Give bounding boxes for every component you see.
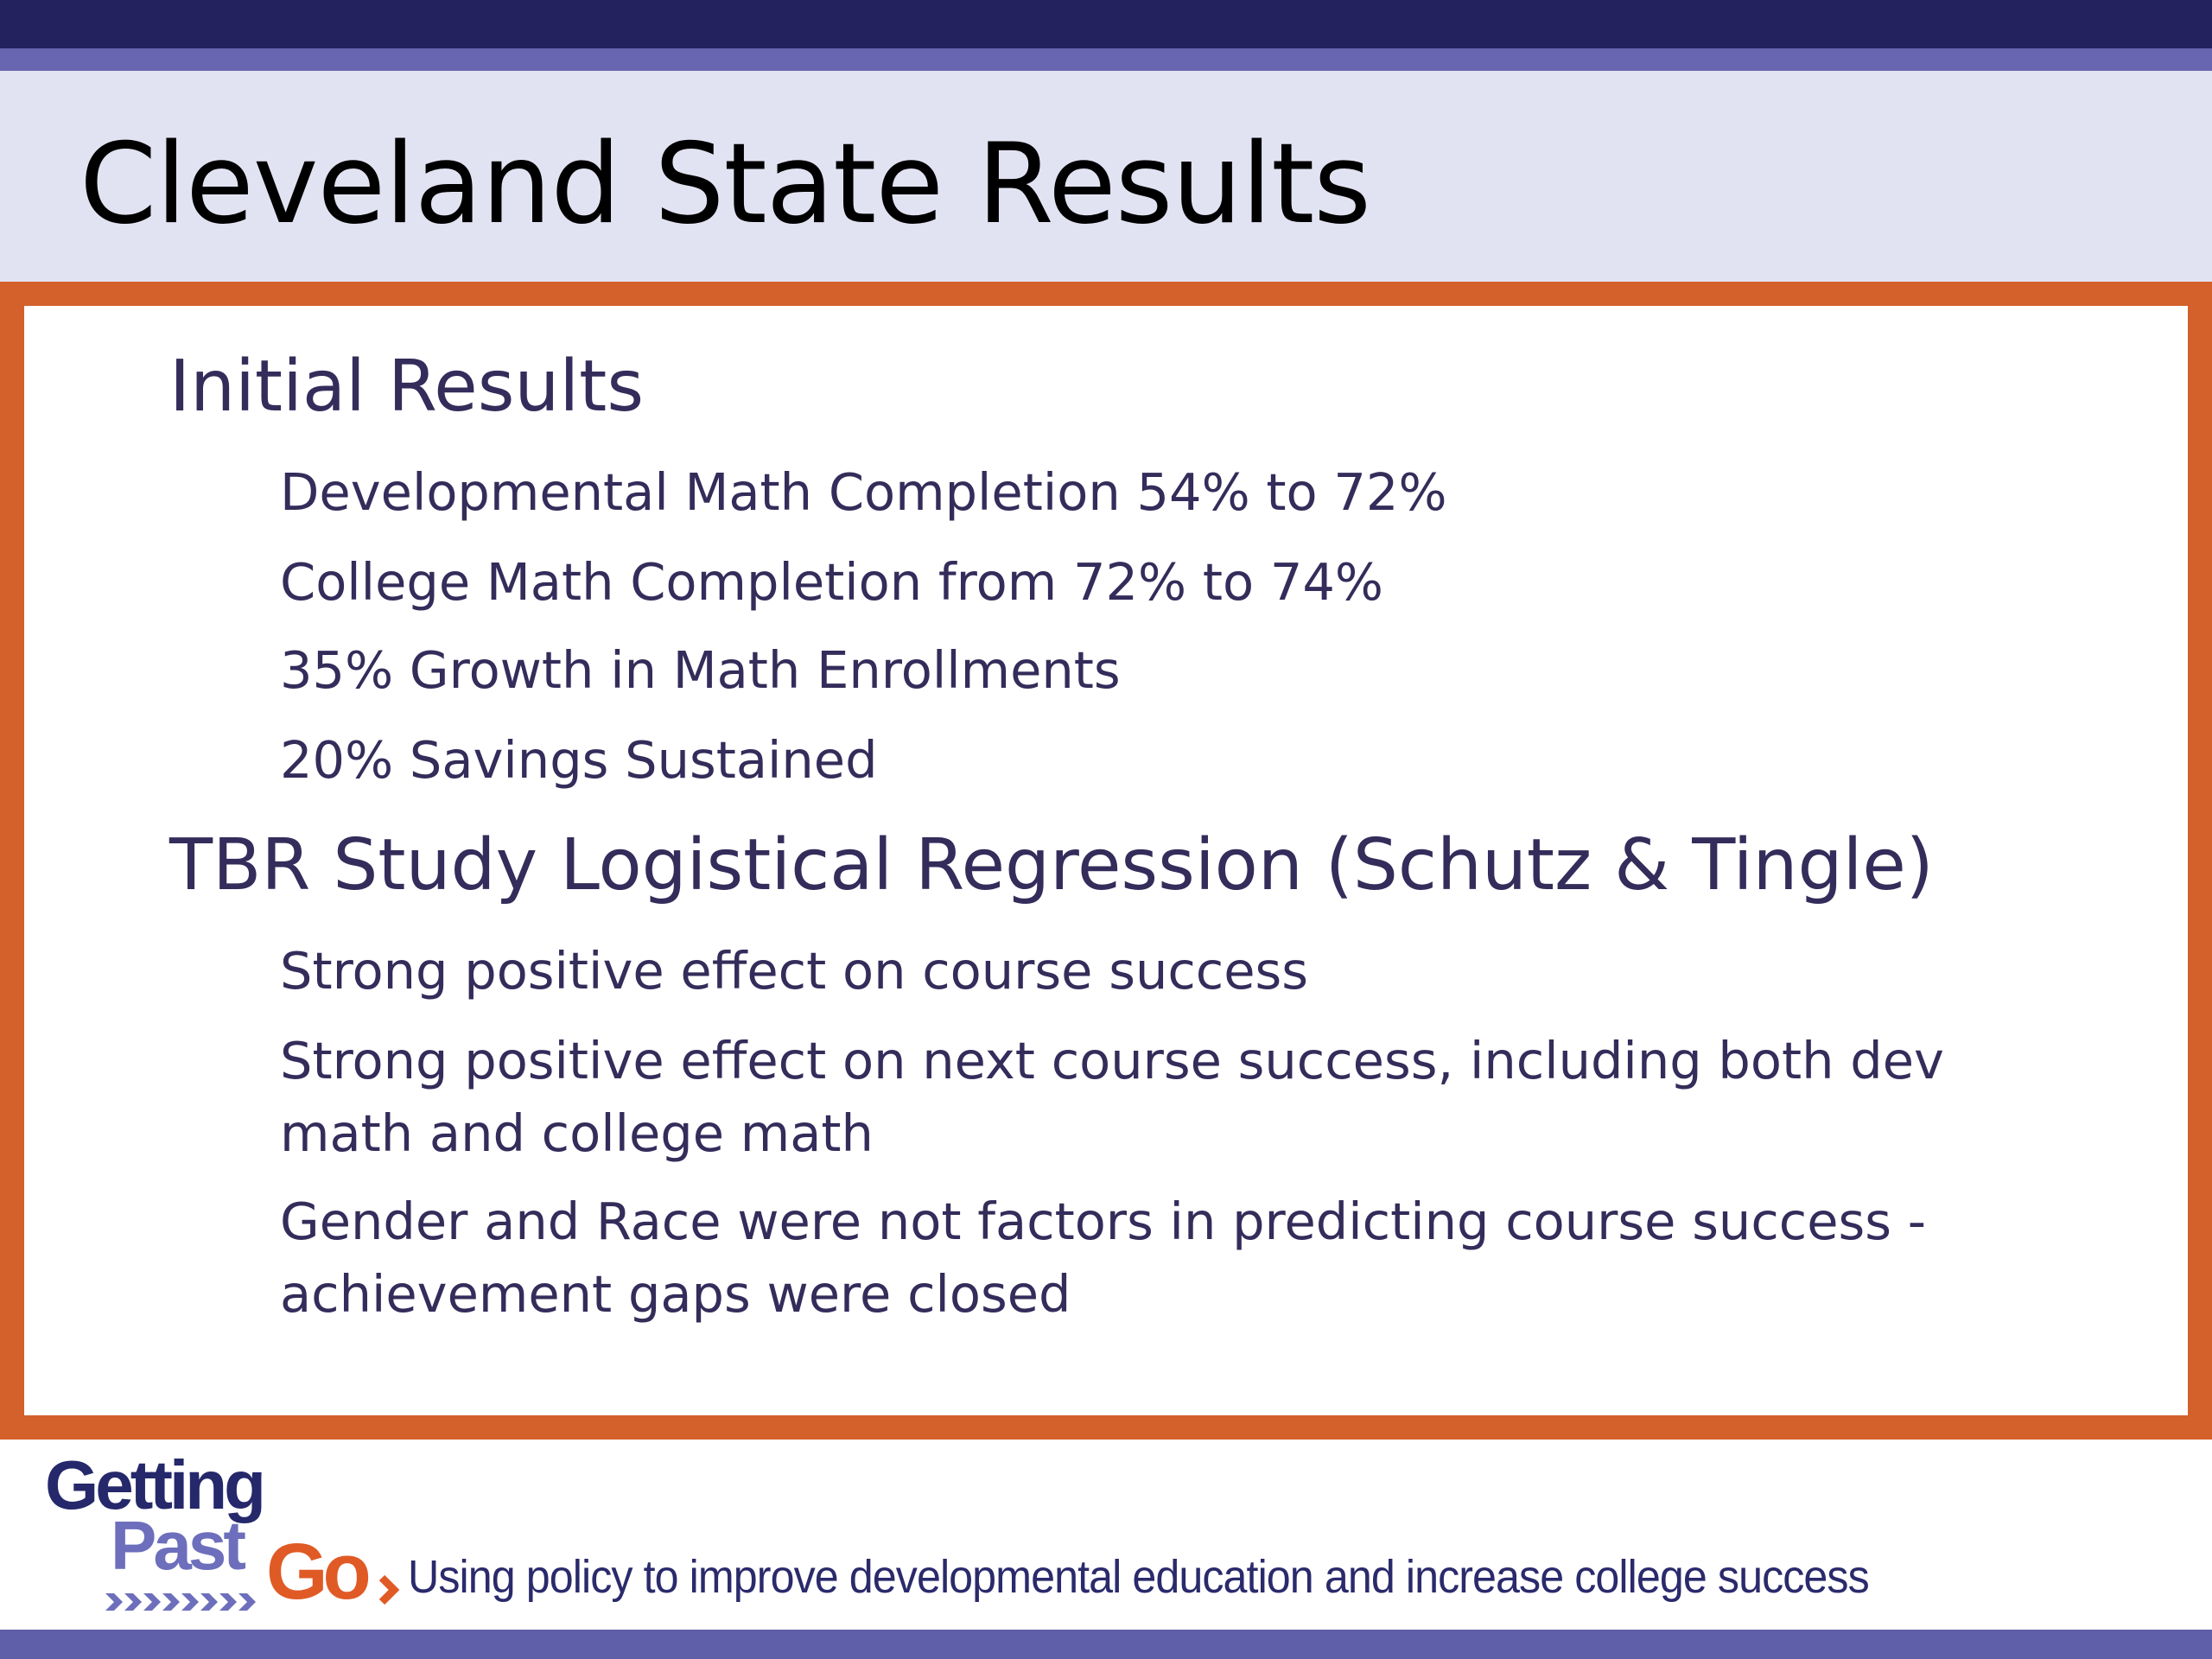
list-item: Developmental Math Completion 54% to 72% (280, 462, 1447, 522)
list-item: Gender and Race were not factors in pred… (280, 1192, 1927, 1324)
list-item: 20% Savings Sustained (280, 730, 878, 790)
footer-tagline: Using policy to improve developmental ed… (408, 1551, 1870, 1603)
list-item: Strong positive effect on course success (280, 941, 1308, 1001)
section-heading-initial-results: Initial Results (169, 346, 645, 428)
list-item: 35% Growth in Math Enrollments (280, 640, 1121, 700)
svg-text:Getting: Getting (45, 1452, 263, 1523)
slide-title: Cleveland State Results (79, 120, 1371, 249)
svg-text:Go: Go (266, 1528, 369, 1616)
top-accent-bar (0, 48, 2212, 71)
top-header-bar (0, 0, 2212, 48)
title-band (0, 71, 2212, 282)
section-heading-tbr-study: TBR Study Logistical Regression (Schutz … (169, 824, 1934, 906)
list-item: Strong positive effect on next course su… (280, 1031, 1944, 1163)
bottom-bar (0, 1630, 2212, 1659)
svg-text:Past: Past (111, 1507, 245, 1584)
list-item: College Math Completion from 72% to 74% (280, 552, 1383, 612)
content-frame (0, 282, 2212, 1440)
getting-past-go-logo: Getting Past Go (45, 1452, 400, 1616)
